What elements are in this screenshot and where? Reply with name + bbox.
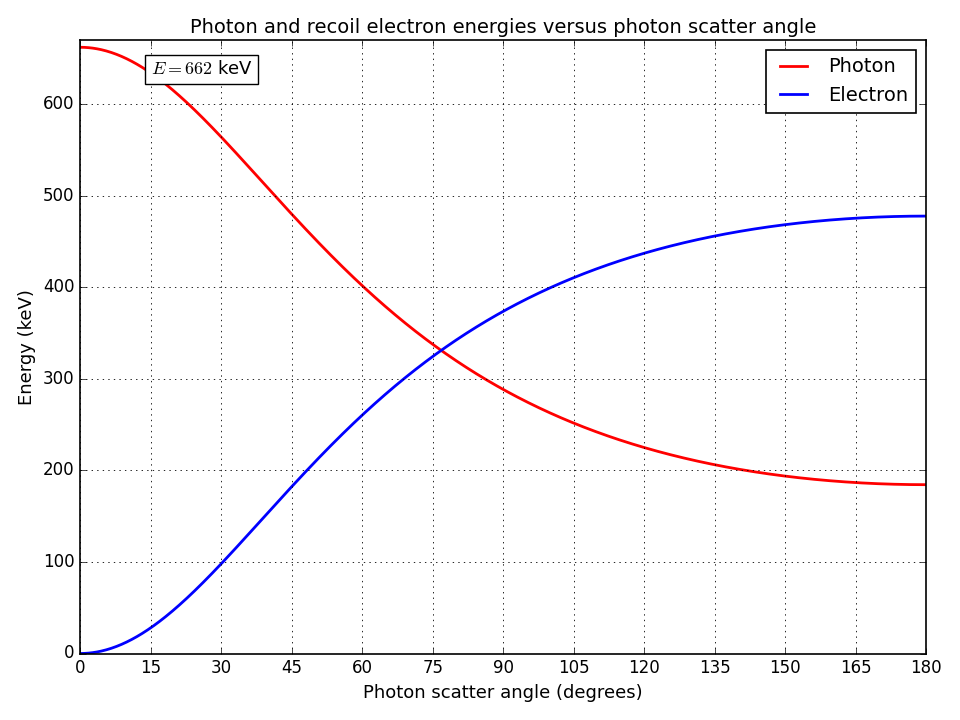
- Electron: [417, 360, 428, 369]
- Line: Photon: Photon: [80, 48, 926, 485]
- Legend: Photon, Electron: Photon, Electron: [766, 50, 917, 113]
- X-axis label: Photon scatter angle (degrees): Photon scatter angle (degrees): [363, 684, 643, 702]
- Electron: [447, 338, 459, 346]
- Electron: [921, 212, 932, 220]
- Y-axis label: Energy (keV): Energy (keV): [18, 289, 36, 405]
- Photon: [74, 43, 85, 52]
- Electron: [656, 244, 667, 253]
- Photon: [160, 81, 172, 89]
- Photon: [921, 480, 932, 489]
- Photon: [750, 467, 761, 476]
- Photon: [417, 332, 428, 341]
- Electron: [750, 225, 761, 233]
- Photon: [656, 448, 667, 456]
- Electron: [74, 649, 85, 658]
- Text: $E=662$ keV: $E=662$ keV: [151, 60, 252, 78]
- Photon: [447, 354, 459, 363]
- Electron: [160, 611, 172, 620]
- Electron: [734, 227, 746, 235]
- Line: Electron: Electron: [80, 216, 926, 654]
- Photon: [734, 465, 746, 474]
- Title: Photon and recoil electron energies versus photon scatter angle: Photon and recoil electron energies vers…: [190, 18, 816, 37]
